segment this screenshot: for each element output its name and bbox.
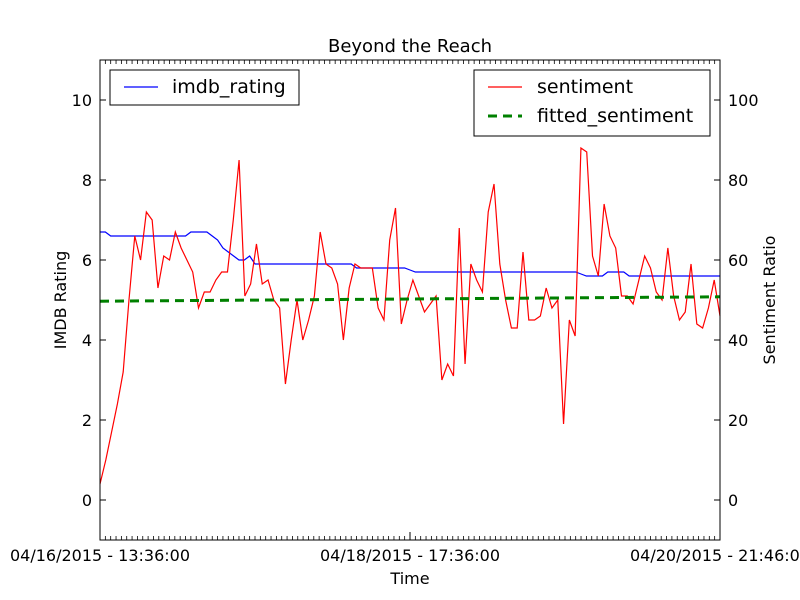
- legend-sentiment-label: sentiment: [537, 76, 633, 98]
- y-left-tick-label: 0: [82, 491, 92, 510]
- y-right-tick-label: 0: [728, 491, 738, 510]
- legend-left: imdb_rating: [109, 69, 300, 106]
- chart-title: Beyond the Reach: [328, 36, 492, 57]
- y-axis-label-right: Sentiment Ratio: [760, 236, 779, 365]
- y-right-tick-label: 40: [728, 331, 748, 350]
- y-right-tick-label: 60: [728, 251, 748, 270]
- x-tick-label: 04/20/2015 - 21:46:00: [630, 546, 800, 565]
- legend-right-box: [473, 69, 711, 137]
- y-right-tick-label: 80: [728, 171, 748, 190]
- series-line-sentiment: [99, 146, 721, 485]
- y-left-tick-label: 2: [82, 411, 92, 430]
- y-axis-label-left: IMDB Rating: [51, 251, 70, 350]
- legend-fitted-sentiment-label: fitted_sentiment: [537, 105, 693, 127]
- y-right-tick-label: 20: [728, 411, 748, 430]
- series-line-fitted-sentiment: [99, 295, 721, 303]
- y-left-tick-label: 4: [82, 331, 92, 350]
- y-left-tick-label: 6: [82, 251, 92, 270]
- x-tick-label: 04/18/2015 - 17:36:00: [320, 546, 500, 565]
- x-tick-label: 04/16/2015 - 13:36:00: [10, 546, 190, 565]
- plot-lines: [99, 146, 721, 485]
- y-right-tick-label: 100: [728, 91, 759, 110]
- x-axis-label: Time: [389, 569, 429, 588]
- y-left-tick-label: 8: [82, 171, 92, 190]
- series-line-imdb-rating: [100, 231, 720, 277]
- y-left-tick-label: 10: [72, 91, 92, 110]
- legend-imdb-rating-label: imdb_rating: [172, 76, 286, 98]
- legend-right: sentiment fitted_sentiment: [473, 69, 711, 137]
